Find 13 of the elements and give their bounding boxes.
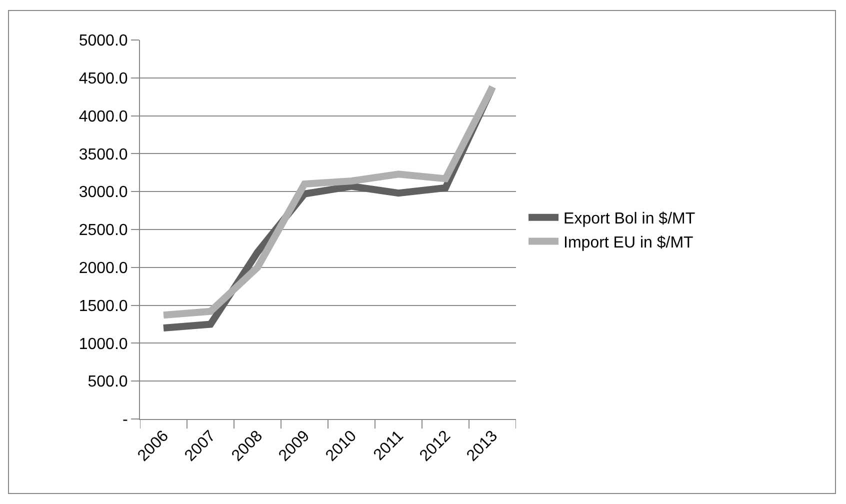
y-tick-label: 4500.0 <box>78 70 128 88</box>
y-tick-label: 3500.0 <box>78 146 128 164</box>
y-tick-label: 5000.0 <box>78 32 128 50</box>
y-tick-label: 1000.0 <box>78 336 128 353</box>
y-tick-label: 3000.0 <box>78 184 128 202</box>
y-tick-label: 500.0 <box>88 374 128 391</box>
y-tick-label: 2500.0 <box>78 222 128 240</box>
legend-label: Import EU in $/MT <box>564 234 694 252</box>
y-tick-label: 1500.0 <box>78 298 128 315</box>
legend-label: Export Bol in $/MT <box>564 210 696 228</box>
y-tick-label: 4000.0 <box>78 108 128 126</box>
y-tick-label: 2000.0 <box>78 260 128 277</box>
y-tick-label: - <box>122 412 128 429</box>
